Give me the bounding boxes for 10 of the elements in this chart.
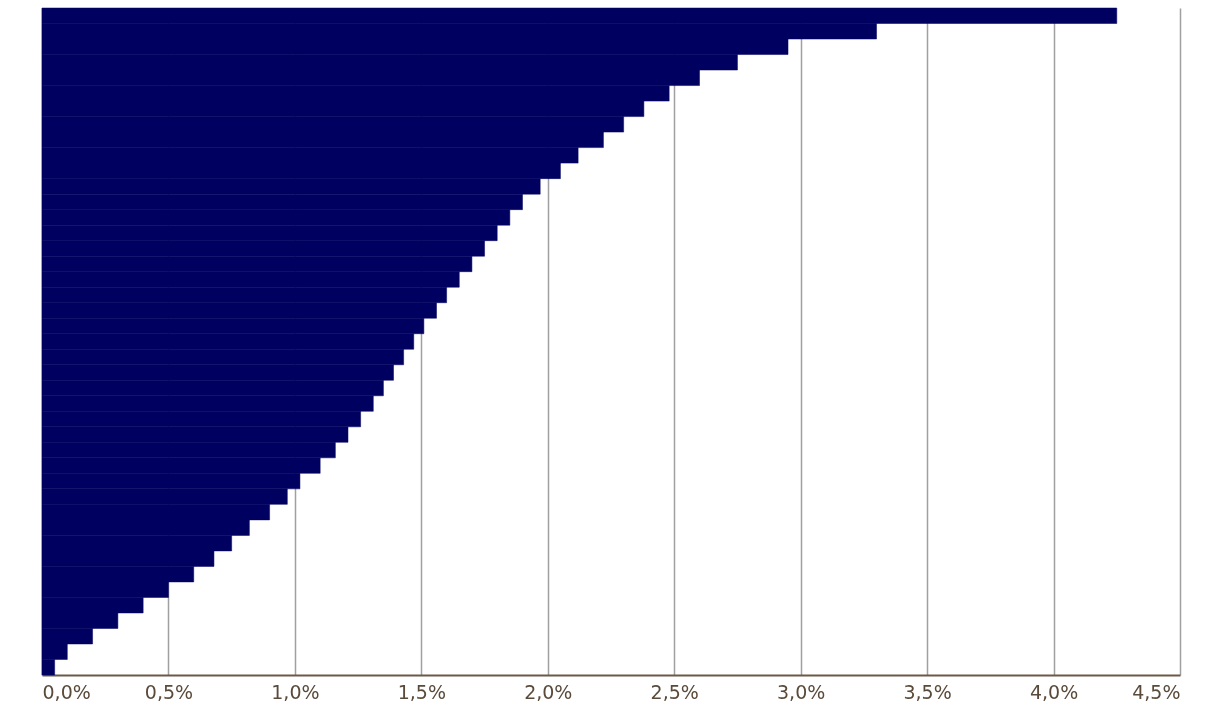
x-tick-label: 1,5% — [397, 680, 446, 703]
x-tick-label: 4,0% — [1029, 680, 1079, 703]
x-tick-label: 3,5% — [903, 680, 952, 703]
x-tick-label: 0,5% — [144, 680, 194, 703]
x-tick-label: 2,0% — [524, 680, 573, 703]
x-tick-label: 3,0% — [777, 680, 826, 703]
x-tick-label: 1,0% — [271, 680, 320, 703]
x-tick-label: 2,5% — [650, 680, 699, 703]
x-tick-label: 4,5% — [1132, 680, 1181, 703]
x-tick-label: 0,0% — [42, 680, 91, 703]
